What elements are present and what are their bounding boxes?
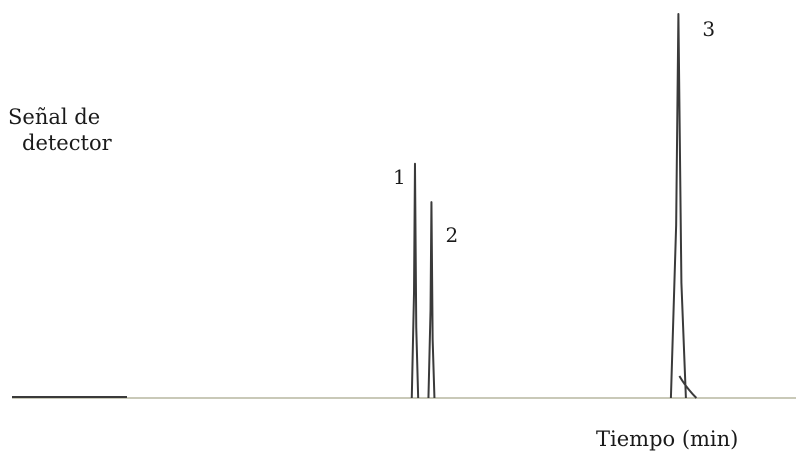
x-axis-label: Tiempo (min) [596, 427, 739, 451]
peak-label-1: 1 [393, 165, 406, 189]
peak-label-3: 3 [702, 17, 715, 41]
chromatogram-trace [12, 13, 698, 399]
y-axis-label: Señal de detector [8, 104, 112, 156]
y-axis-label-line-2: detector [22, 131, 112, 155]
peak-label-2: 2 [445, 223, 458, 247]
y-axis-label-line-1: Señal de [8, 105, 101, 129]
